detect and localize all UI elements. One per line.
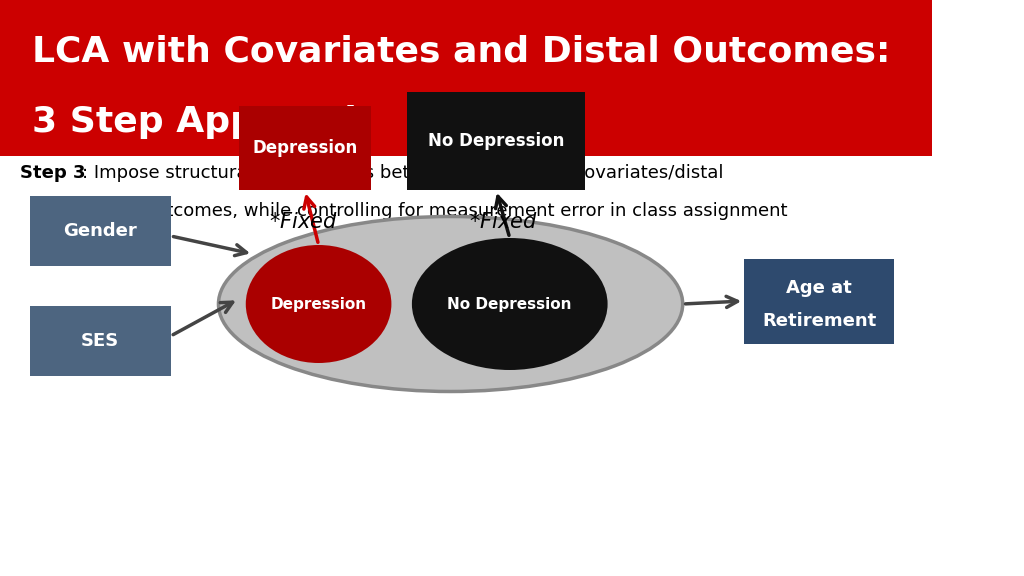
Text: LCA with Covariates and Distal Outcomes:: LCA with Covariates and Distal Outcomes:: [32, 35, 890, 69]
Text: SES: SES: [81, 332, 119, 350]
Text: outcomes, while controlling for measurement error in class assignment: outcomes, while controlling for measurem…: [144, 202, 787, 219]
Text: Depression: Depression: [252, 139, 357, 157]
FancyBboxPatch shape: [0, 0, 932, 156]
Ellipse shape: [246, 245, 391, 363]
FancyBboxPatch shape: [744, 259, 894, 343]
Ellipse shape: [412, 238, 607, 370]
FancyBboxPatch shape: [30, 306, 171, 376]
Text: *$\it{Fixed}$: *$\it{Fixed}$: [469, 212, 538, 232]
Text: 3 Step Approach: 3 Step Approach: [32, 105, 370, 139]
Text: : Impose structural relationships between classes and covariates/distal: : Impose structural relationships betwee…: [82, 164, 723, 181]
Ellipse shape: [218, 217, 683, 392]
FancyBboxPatch shape: [30, 196, 171, 266]
Text: Depression: Depression: [270, 297, 367, 312]
Text: Gender: Gender: [63, 222, 137, 240]
Text: No Depression: No Depression: [447, 297, 572, 312]
Text: *$\it{Fixed}$: *$\it{Fixed}$: [268, 212, 337, 232]
FancyBboxPatch shape: [239, 105, 371, 191]
FancyBboxPatch shape: [408, 92, 585, 190]
Text: No Depression: No Depression: [428, 132, 564, 150]
Text: Age at: Age at: [786, 279, 852, 297]
Text: Step 3: Step 3: [20, 164, 86, 181]
Text: Retirement: Retirement: [762, 312, 877, 330]
